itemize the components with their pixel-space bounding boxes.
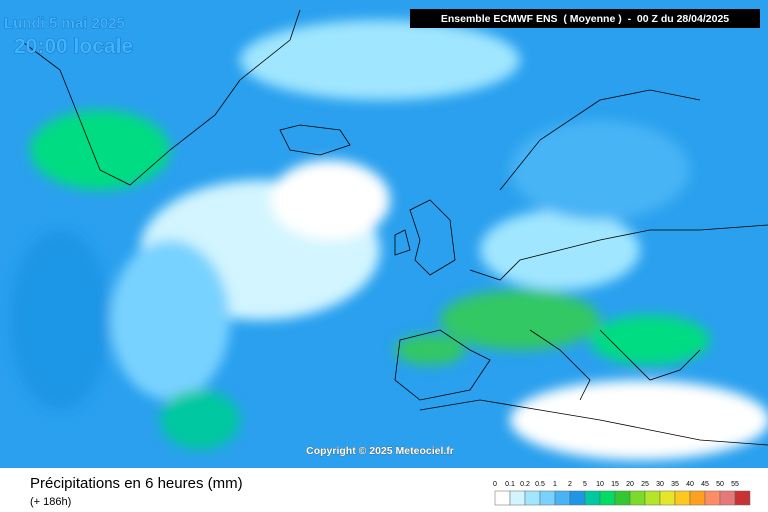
- legend-swatch: [674, 490, 691, 506]
- legend-swatch: [524, 490, 541, 506]
- legend-swatch: [584, 490, 601, 506]
- legend-label: 45: [701, 481, 709, 488]
- legend-label: 0: [493, 481, 497, 488]
- footer-lead: (+ 186h): [30, 496, 71, 508]
- copyright: Copyright © 2025 Meteociel.fr: [306, 445, 454, 457]
- time-label: 20:00 locale: [14, 35, 133, 58]
- legend-swatch: [569, 490, 586, 506]
- coastlines: [19, 9, 768, 446]
- legend-swatch: [599, 490, 616, 506]
- legend-label: 20: [626, 481, 634, 488]
- precip-field: [10, 20, 768, 460]
- legend-swatch: [539, 490, 556, 506]
- legend-label: 15: [611, 481, 619, 488]
- legend-swatch: [689, 490, 706, 506]
- legend-swatch: [734, 490, 751, 506]
- date-label: Lundi 5 mai 2025: [4, 15, 125, 32]
- legend-label: 50: [716, 481, 724, 488]
- legend-label: 0.5: [535, 481, 545, 488]
- legend-label: 55: [731, 481, 739, 488]
- legend-swatch: [509, 490, 526, 506]
- legend-label: 1: [553, 481, 557, 488]
- legend-label: 2: [568, 481, 572, 488]
- legend-label: 35: [671, 481, 679, 488]
- map: Lundi 5 mai 2025 20:00 locale Ensemble E…: [0, 0, 768, 468]
- legend-label: 0.2: [520, 481, 530, 488]
- legend-swatch: [614, 490, 631, 506]
- legend-label: 5: [583, 481, 587, 488]
- legend-swatch: [719, 490, 736, 506]
- footer-title: Précipitations en 6 heures (mm): [30, 475, 243, 492]
- legend-swatch: [494, 490, 511, 506]
- legend-label: 0.1: [505, 481, 515, 488]
- legend-swatch: [659, 490, 676, 506]
- legend-swatch: [554, 490, 571, 506]
- model-box: [410, 9, 760, 28]
- legend: 0 0.1 0.2 0.5 1 2 5 10 15 20 25 30 35 40 45 50 55: [493, 481, 751, 506]
- model-label: Ensemble ECMWF ENS ( Moyenne ) - 00 Z du…: [441, 13, 729, 25]
- legend-label: 10: [596, 481, 604, 488]
- legend-label: 40: [686, 481, 694, 488]
- legend-label: 25: [641, 481, 649, 488]
- legend-swatch: [644, 490, 661, 506]
- legend-label: 30: [656, 481, 664, 488]
- legend-swatch: [629, 490, 646, 506]
- legend-swatch: [704, 490, 721, 506]
